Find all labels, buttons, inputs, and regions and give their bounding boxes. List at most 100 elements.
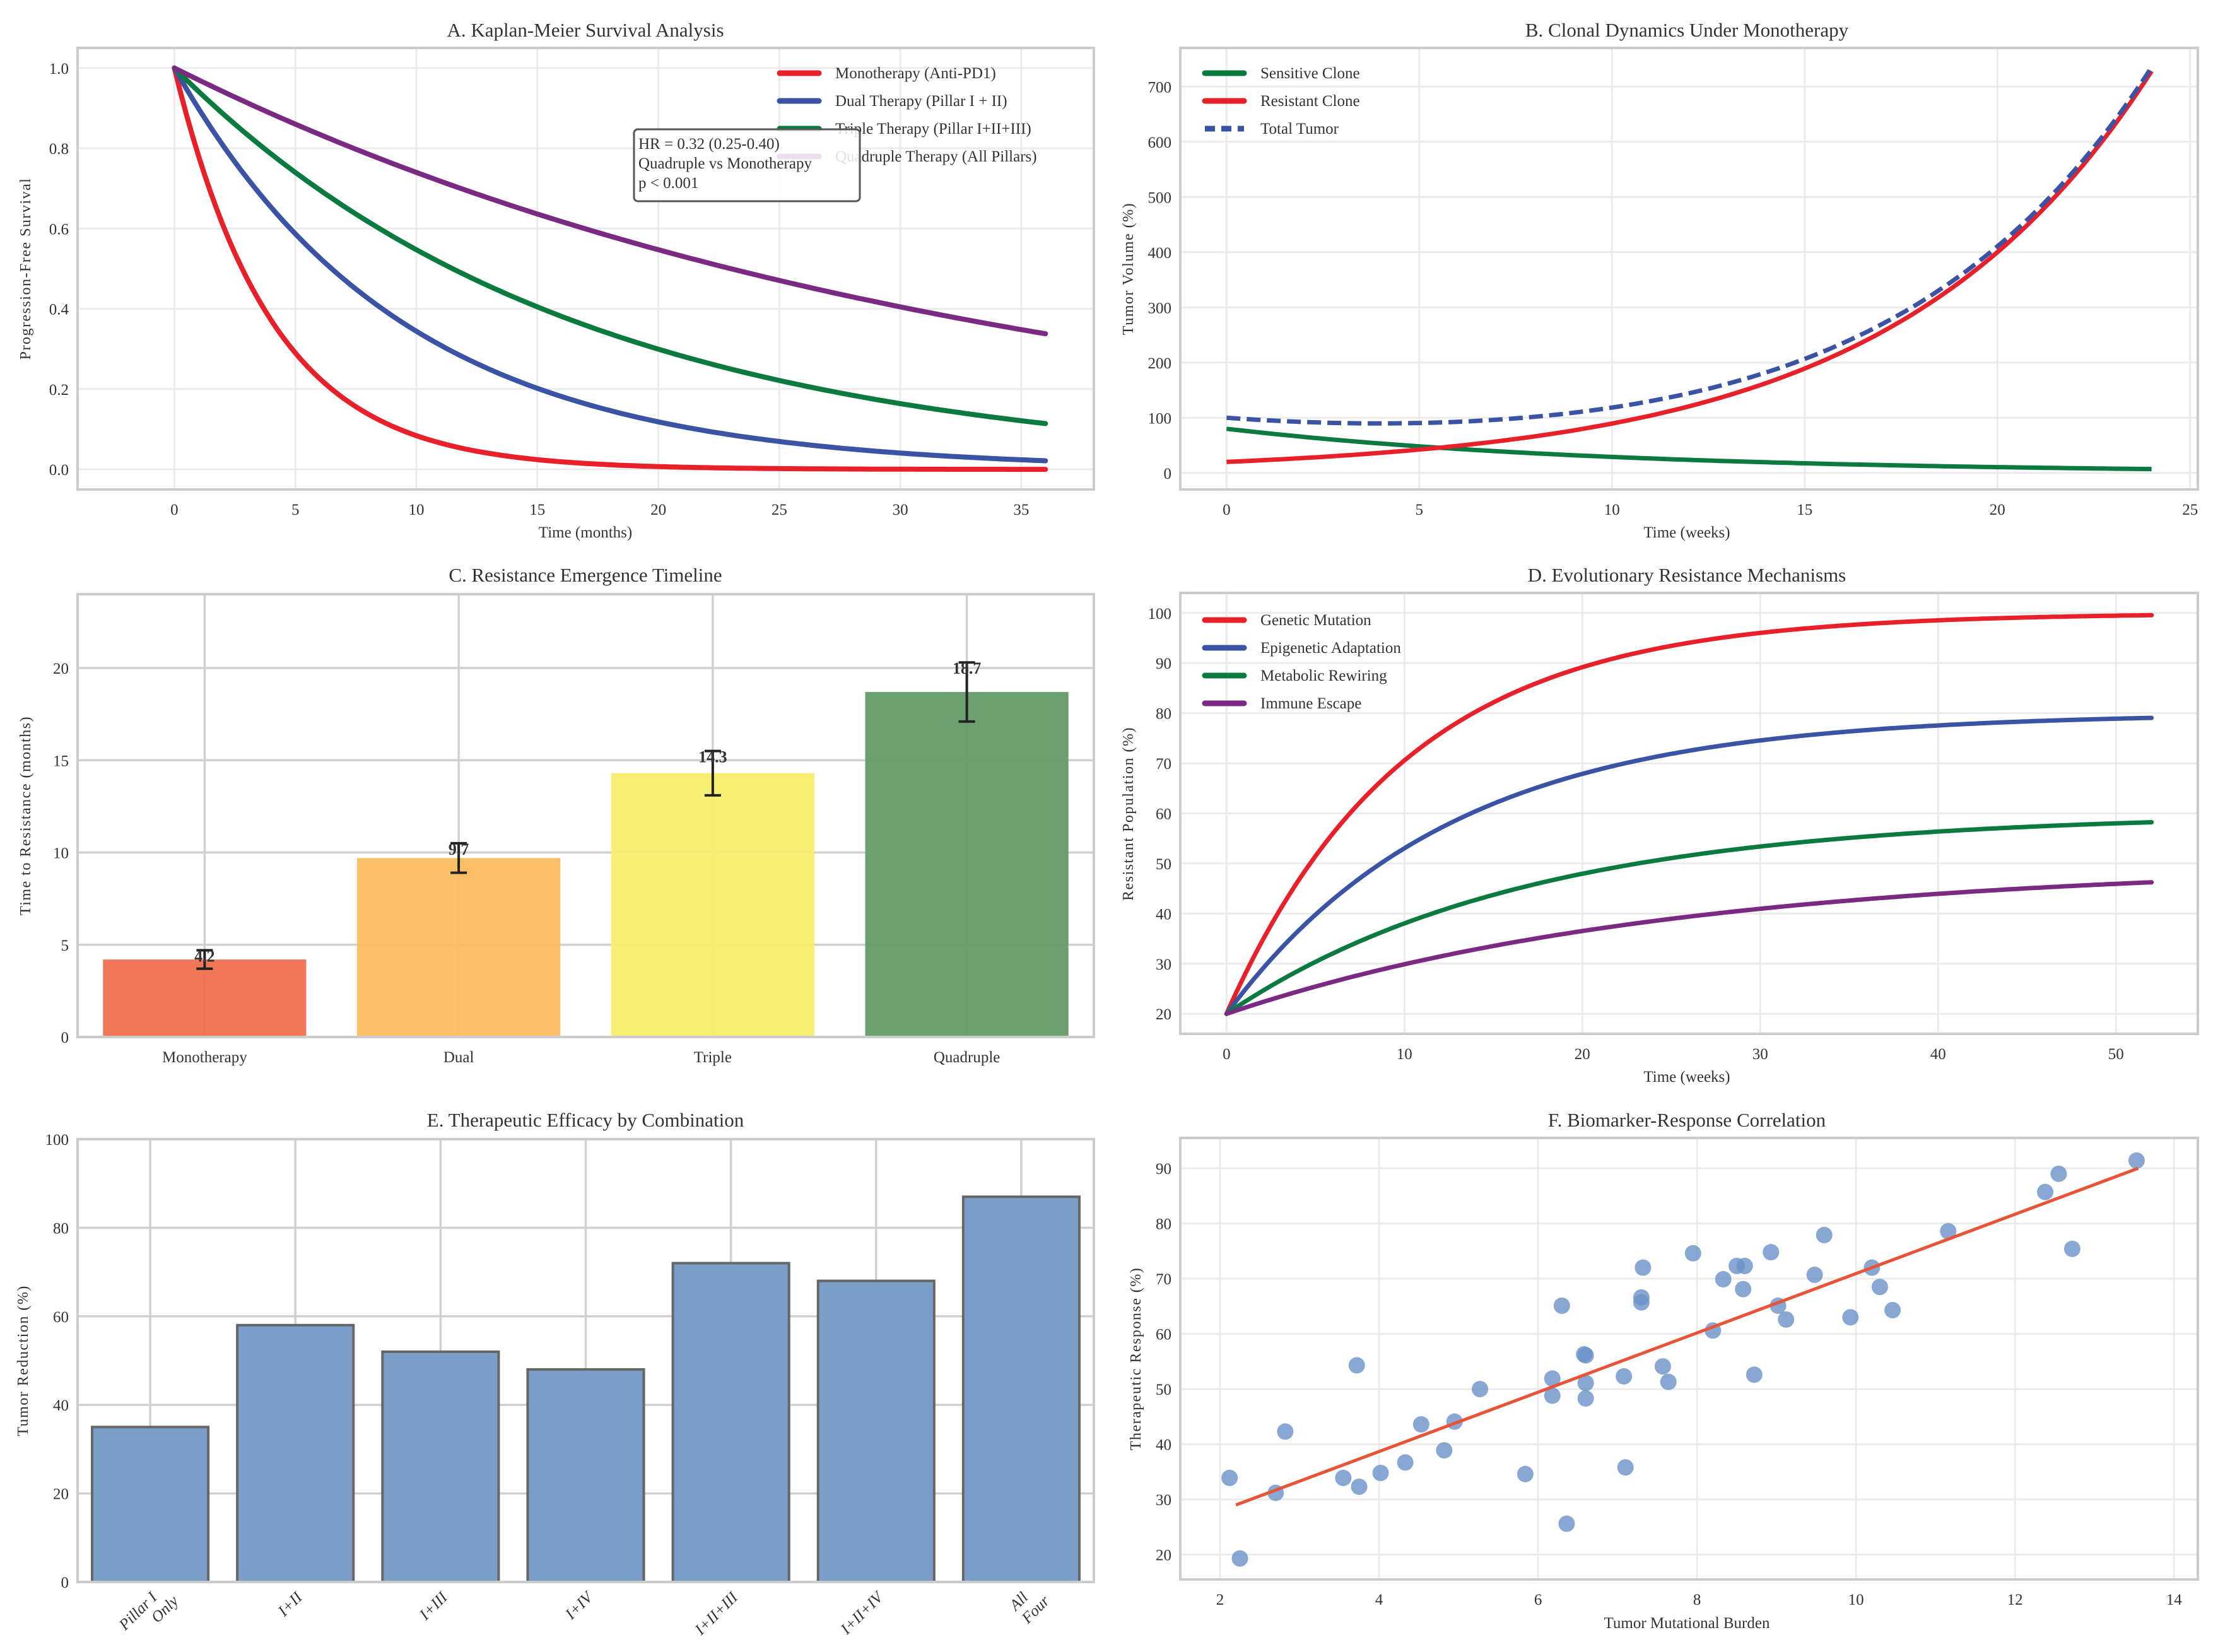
scatter-point <box>1348 1357 1365 1374</box>
legend-label: Total Tumor <box>1260 120 1339 138</box>
y-tick-label: 100 <box>1148 410 1172 427</box>
scatter-point <box>1633 1294 1650 1311</box>
scatter-point <box>1884 1302 1901 1318</box>
panel-f-ylabel: Therapeutic Response (%) <box>1128 1267 1144 1451</box>
y-tick-label: 200 <box>1148 355 1172 372</box>
y-tick-label: 50 <box>1156 1381 1171 1398</box>
y-tick-label: 40 <box>1156 1437 1171 1454</box>
clone-curve <box>1226 426 2152 472</box>
y-tick-label: 300 <box>1148 300 1172 317</box>
y-tick-label: 40 <box>53 1397 69 1414</box>
x-tick-label: Dual <box>443 1049 474 1066</box>
x-tick-label: 5 <box>291 501 300 518</box>
bar-value-label: 18.7 <box>953 659 982 677</box>
panel-d-title: D. Evolutionary Resistance Mechanisms <box>1528 564 1846 586</box>
y-tick-label: 15 <box>53 753 69 770</box>
y-tick-label: 400 <box>1148 245 1172 262</box>
scatter-point <box>1544 1387 1561 1404</box>
y-tick-label: 10 <box>53 845 69 862</box>
scatter-point <box>1715 1271 1732 1287</box>
bar <box>103 959 307 1037</box>
y-tick-label: 500 <box>1148 189 1172 206</box>
panel-a-frame <box>76 47 1095 491</box>
panel-b-legend: Sensitive Clone Resistant Clone Total Tumo… <box>1202 65 1360 138</box>
bar <box>236 1323 355 1584</box>
x-tick-label: I+IV <box>561 1588 597 1623</box>
legend-label: Immune Escape <box>1260 695 1361 712</box>
panel-e-frame <box>76 1138 1095 1583</box>
mechanism-curve <box>1224 880 2154 1016</box>
panel-b-title: B. Clonal Dynamics Under Monotherapy <box>1525 19 1849 41</box>
y-tick-label: 40 <box>1156 906 1171 923</box>
x-tick-label: 14 <box>2166 1591 2183 1608</box>
y-tick-label: 80 <box>1156 1216 1171 1233</box>
x-tick-label: I+II+III <box>691 1588 742 1639</box>
x-tick-label: 10 <box>1848 1591 1864 1608</box>
bar <box>816 1279 936 1583</box>
scatter-point <box>1577 1390 1594 1407</box>
bar-value-label: 14.3 <box>698 748 727 766</box>
scatter-point <box>1842 1309 1859 1326</box>
bar <box>526 1368 645 1584</box>
x-tick-label: 40 <box>1930 1046 1946 1063</box>
y-tick-label: 100 <box>1148 606 1172 623</box>
scatter-point <box>1871 1279 1888 1296</box>
y-tick-label: 1.0 <box>49 61 69 78</box>
y-tick-label: 60 <box>53 1309 69 1326</box>
scatter-point <box>1397 1454 1414 1471</box>
scatter-point <box>1517 1465 1534 1482</box>
y-tick-label: 90 <box>1156 1161 1171 1178</box>
legend-label: Epigenetic Adaptation <box>1260 640 1401 657</box>
bar <box>381 1350 500 1583</box>
x-tick-label-group: I+II+IV <box>837 1588 888 1638</box>
x-tick-label: 30 <box>893 501 908 518</box>
scatter-point <box>2063 1240 2080 1257</box>
x-tick-label: 20 <box>1575 1046 1590 1063</box>
scatter-point <box>1616 1368 1633 1385</box>
clone-curve <box>1226 66 2154 426</box>
x-tick-label: 20 <box>1990 501 2005 518</box>
y-tick-label: 30 <box>1156 1492 1171 1509</box>
y-tick-label: 0 <box>61 1574 69 1591</box>
panel-c-ylabel: Time to Resistance (months) <box>18 716 34 915</box>
bar <box>671 1262 790 1584</box>
x-tick-label: I+II <box>274 1588 307 1620</box>
x-tick-label: 4 <box>1375 1591 1383 1608</box>
y-tick-label: 60 <box>1156 1327 1171 1344</box>
bar-value-label: 4.2 <box>194 947 215 966</box>
x-tick-label: 0 <box>170 501 179 518</box>
x-tick-label: 12 <box>2007 1591 2023 1608</box>
panel-a-xlabel: Time (months) <box>539 524 632 541</box>
y-tick-label: 50 <box>1156 856 1171 873</box>
legend-label: Genetic Mutation <box>1260 612 1371 629</box>
annotation-line-2: Quadruple vs Monotherapy <box>638 155 812 172</box>
scatter-point <box>1763 1244 1780 1261</box>
panel-e-ylabel: Tumor Reduction (%) <box>15 1285 32 1436</box>
bar <box>961 1195 1081 1583</box>
legend-label: Monotherapy (Anti-PD1) <box>835 65 996 82</box>
scatter-point <box>1558 1515 1575 1532</box>
trend-line <box>1235 1166 2139 1507</box>
survival-curve <box>172 65 1048 464</box>
x-tick-label: 5 <box>1416 501 1424 518</box>
panel-a-hr-annotation: HR = 0.32 (0.25-0.40) Quadruple vs Monot… <box>633 128 861 202</box>
scatter-point <box>1577 1374 1594 1391</box>
scatter-point <box>1634 1259 1652 1276</box>
scatter-point <box>1372 1465 1389 1482</box>
survival-curve <box>172 65 1048 472</box>
annotation-line-3: p < 0.001 <box>638 175 698 192</box>
clone-curve <box>1226 69 2154 464</box>
x-tick-label: 15 <box>529 501 545 518</box>
panel-d-legend: Genetic Mutation Epigenetic Adaptation Met… <box>1202 612 1401 712</box>
x-tick-label: 20 <box>650 501 666 518</box>
scatter-point <box>1412 1416 1429 1433</box>
scatter-point <box>1577 1347 1594 1364</box>
scatter-point <box>1746 1366 1763 1383</box>
bar <box>91 1426 210 1584</box>
scatter-point <box>1335 1470 1352 1486</box>
annotation-line-1: HR = 0.32 (0.25-0.40) <box>638 136 780 153</box>
panel-b-xlabel: Time (weeks) <box>1643 524 1730 541</box>
panel-f-title: F. Biomarker-Response Correlation <box>1548 1109 1826 1131</box>
